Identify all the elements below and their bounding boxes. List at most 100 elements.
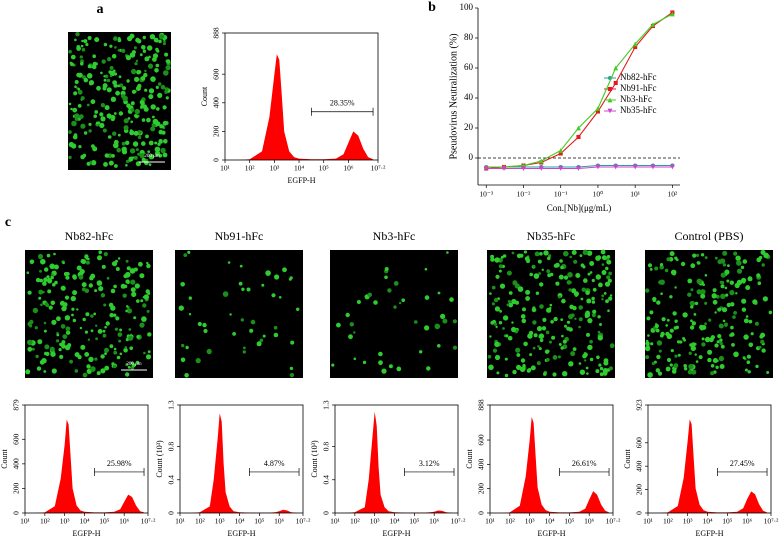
cell [290,340,295,345]
cell [106,276,110,280]
cell [745,315,749,318]
y-tick-label: 40 [464,92,474,102]
cell [157,82,162,86]
cell [601,270,607,275]
cell [197,321,202,327]
cell [113,347,117,351]
cell [606,255,611,259]
cell [162,105,167,110]
cell [735,292,738,295]
cell [161,125,165,128]
cell [696,289,702,295]
cell [582,249,588,255]
cell [77,87,81,91]
cell [25,369,31,375]
cell [84,288,90,294]
cell [710,371,715,376]
x-tick-label: 10¹ [485,517,495,526]
cell [733,351,739,358]
cell [546,269,551,274]
cell [755,364,759,369]
cell [31,347,35,351]
cell [112,69,116,73]
cell [90,314,94,318]
cell [596,355,600,360]
cell [522,364,526,368]
x-tick-label: 10¹ [220,164,230,173]
cell [541,326,547,331]
cell [733,251,738,256]
cell [578,317,583,322]
x-axis-label: Con.[Nb](μg/mL) [547,203,612,213]
cell [578,362,582,365]
marker [607,108,613,114]
y-tick-label: 0.8 [322,442,331,452]
cell [81,282,87,288]
y-tick-label: 400 [212,97,221,109]
cell [232,332,237,336]
cell [583,352,587,356]
cell [674,256,678,260]
cell [155,85,159,89]
cell [127,36,133,42]
cell [93,114,97,118]
cell [586,372,589,375]
cell [647,334,650,337]
x-tick-label: 10¹ [330,517,340,526]
cell [539,338,544,343]
cell [595,369,600,374]
cell [77,89,83,95]
cell [119,352,123,356]
cell [538,347,542,351]
cell [569,255,572,259]
cell [188,296,192,300]
cell [104,105,110,111]
cell [34,326,38,330]
cell [88,129,92,133]
cell [70,62,74,67]
cell [26,271,30,275]
x-tick-label: 10⁶ [429,517,440,526]
cell [712,288,717,293]
cell [120,283,126,289]
cell [163,70,169,76]
cell [677,340,681,344]
cell [85,42,89,47]
cell [29,259,35,265]
cell [597,330,601,334]
cell [660,292,663,296]
cell [598,363,602,367]
cell [741,307,747,312]
cell [708,318,712,322]
y-tick-label: 200 [212,126,221,138]
cell [515,347,521,353]
cell [62,261,65,265]
marker [558,148,564,153]
cell [598,282,603,288]
cell [508,302,514,308]
cell [49,346,55,352]
y-tick-label: 60 [464,62,474,72]
cell [729,280,734,285]
cell [645,341,650,346]
cell [587,272,591,276]
cell [79,326,83,330]
cell [104,325,107,329]
cell [669,295,673,299]
plot-frame [334,404,459,514]
cell [143,351,146,355]
cell [72,290,78,296]
cell [47,289,52,294]
cell [452,319,457,324]
cell [158,129,164,135]
cell [570,351,576,357]
x-tick-label: 10² [350,517,361,526]
cell [126,308,132,314]
cell [250,319,256,325]
cell [71,143,77,149]
y-tick-label: 600 [635,437,644,449]
cell [94,289,98,293]
cell [134,108,140,115]
cell [135,59,139,63]
cell [493,297,499,303]
